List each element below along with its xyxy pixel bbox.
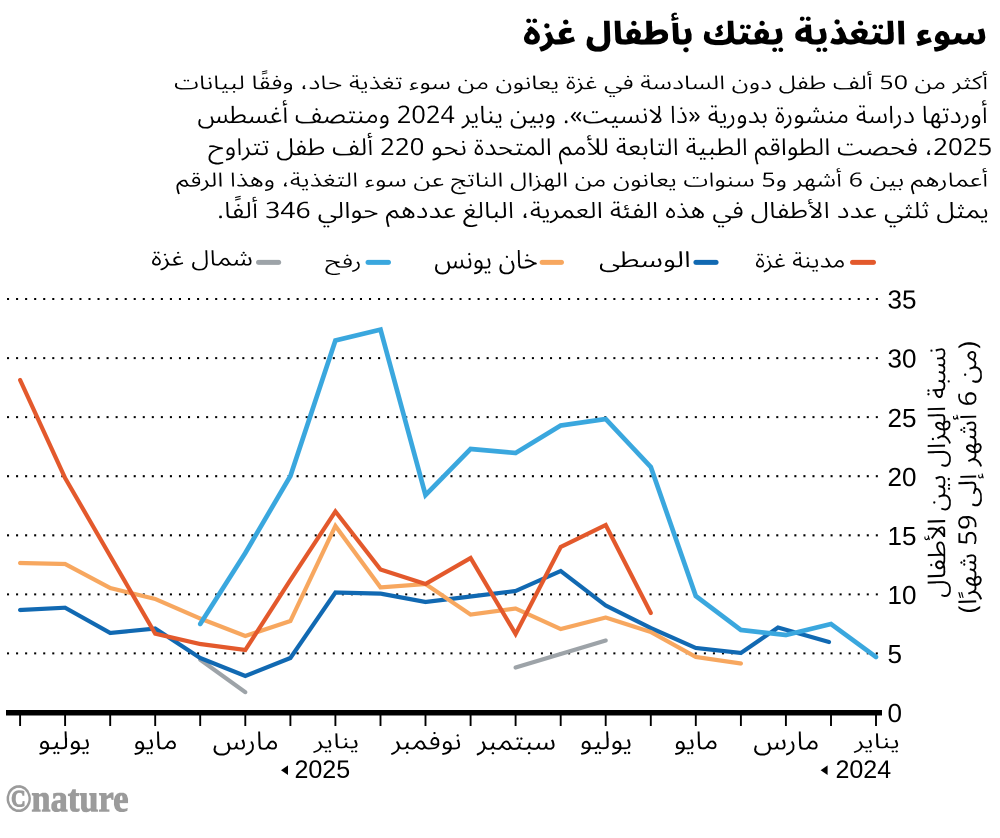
svg-text:35: 35 bbox=[888, 285, 917, 315]
svg-text:2024: 2024 bbox=[836, 756, 892, 784]
svg-text:25: 25 bbox=[888, 403, 917, 433]
svg-text:10: 10 bbox=[888, 580, 917, 610]
svg-text:2025: 2025 bbox=[295, 756, 351, 784]
svg-text:5: 5 bbox=[888, 639, 902, 669]
svg-text:15: 15 bbox=[888, 521, 917, 551]
svg-text:0: 0 bbox=[888, 698, 902, 728]
svg-text:20: 20 bbox=[888, 462, 917, 492]
svg-text:30: 30 bbox=[888, 344, 917, 374]
